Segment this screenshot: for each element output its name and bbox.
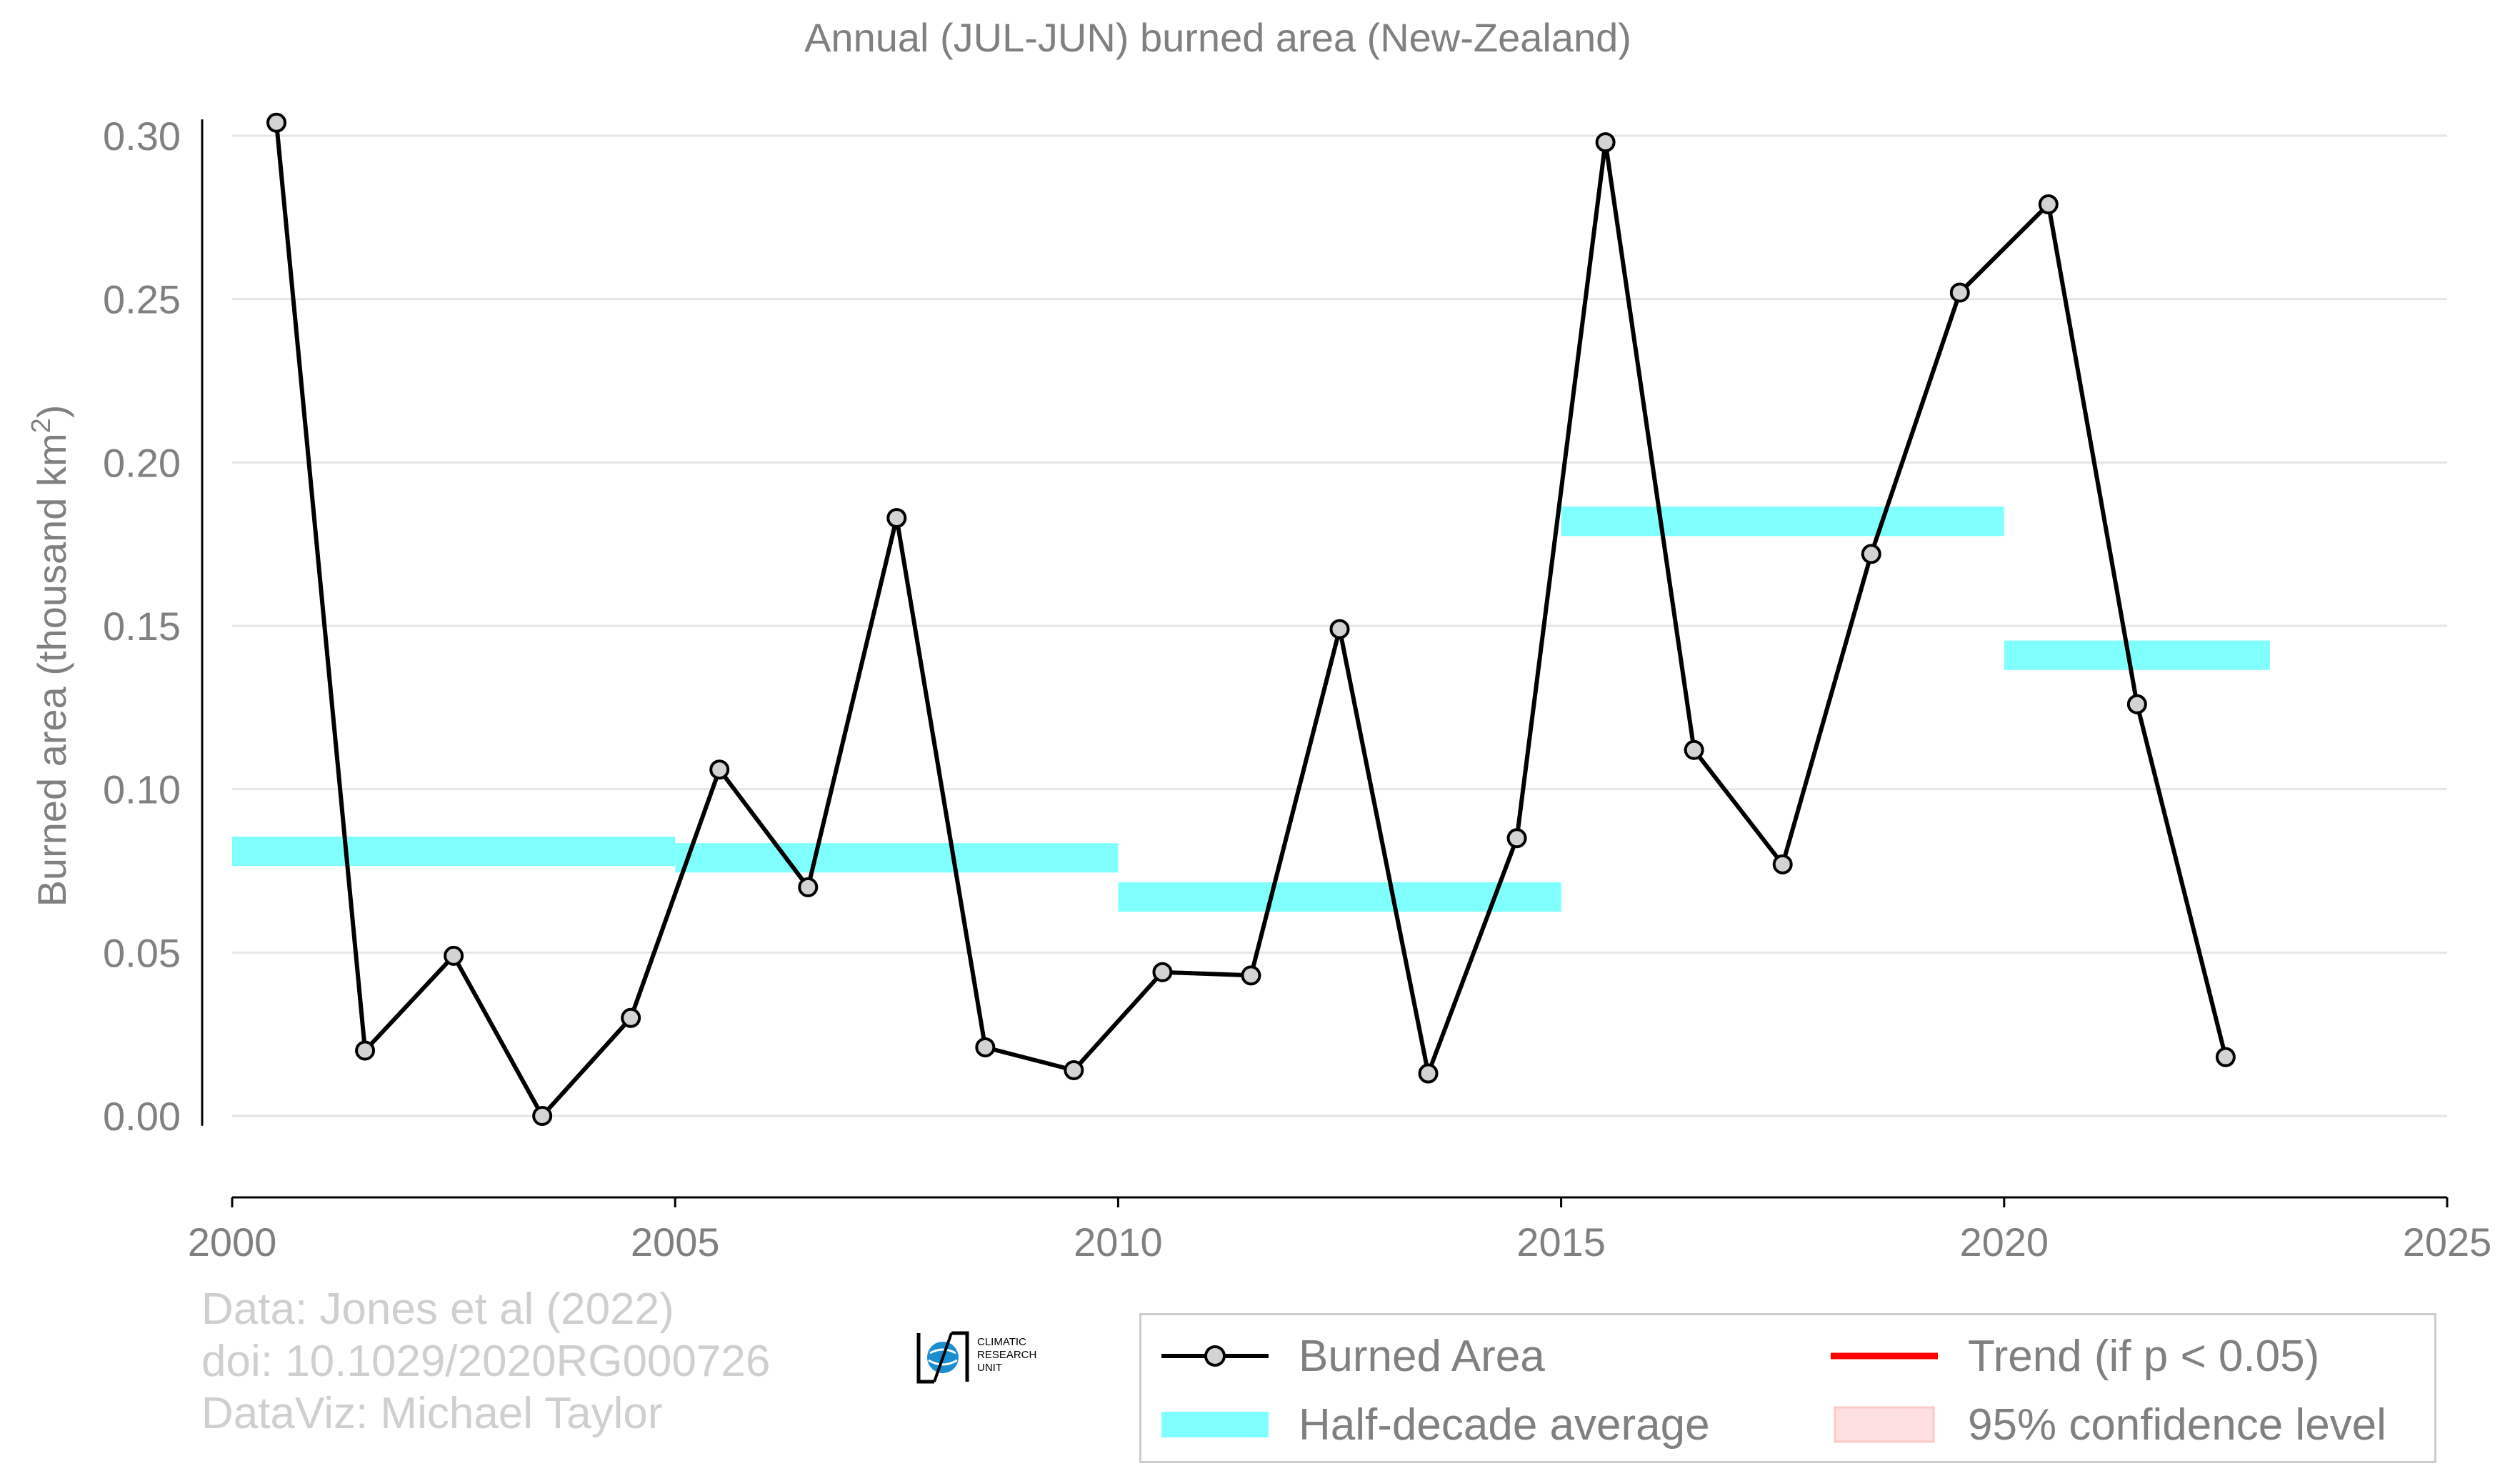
burned-area-point [1506,828,1527,849]
y-tick-label: 0.00 [103,1094,181,1139]
legend-label: Trend (if p < 0.05) [1968,1331,2320,1381]
burned-area-point [2038,194,2059,215]
burned-area-point [1152,962,1173,982]
burned-area-point [532,1106,553,1126]
y-axis-title-superscript: 2 [26,418,56,433]
x-tick-label: 2010 [1074,1220,1163,1265]
y-tick-label: 0.05 [103,930,181,975]
half-decade-average-bar [1118,882,1561,912]
half-decade-average-bar [1561,507,2004,537]
cru-logo: CLIMATIC RESEARCH UNIT [913,1329,1041,1386]
y-tick-label: 0.25 [103,277,181,322]
credit-data-source: Data: Jones et al (2022) [201,1285,674,1334]
credit-dataviz: DataViz: Michael Taylor [201,1389,663,1438]
burned-area-point [1064,1059,1084,1080]
burned-area-point [266,112,287,133]
legend-item-half-decade-average: Half-decade average [1161,1392,1710,1457]
legend-label: 95% confidence level [1968,1400,2386,1450]
chart-title: Annual (JUL-JUN) burned area (New-Zealan… [804,15,1631,60]
burned-area-point [886,508,907,529]
x-tick-label: 2005 [631,1220,720,1265]
legend-item-confidence: 95% confidence level [1831,1392,2386,1457]
x-tick-label: 2015 [1516,1220,1606,1265]
burned-area-point [975,1037,996,1057]
legend-swatch-line-marker [1161,1335,1269,1377]
burned-area-point [444,945,464,966]
burned-area-point [798,877,819,897]
x-tick-label: 2025 [2403,1220,2492,1265]
legend: Burned Area Trend (if p < 0.05) Half-dec… [1139,1313,2436,1463]
half-decade-average-bars [232,507,2270,912]
y-tick-label: 0.20 [103,440,181,485]
logo-line-1: CLIMATIC [977,1336,1026,1348]
burned-area-point [1949,282,1970,303]
burned-area-point [1595,132,1616,153]
credit-doi: doi: 10.1029/2020RG000726 [201,1337,771,1386]
y-tick-label: 0.10 [103,767,181,812]
burned-area-point [1241,965,1261,986]
burned-area-point [1684,739,1704,760]
burned-area-point [2215,1047,2236,1067]
gridlines [232,134,2447,1117]
legend-swatch-band [1161,1403,1269,1446]
burned-area-point [621,1007,641,1028]
legend-item-burned-area: Burned Area [1161,1324,1545,1388]
burned-area-point [1772,854,1793,874]
y-axis-title: Burned area (thousand km2) [26,405,74,907]
y-axis-title-suffix: ) [29,405,74,419]
legend-swatch-confidence-patch [1831,1403,1938,1446]
x-tick-label: 2000 [188,1220,277,1265]
y-tick-label: 0.30 [103,114,181,159]
half-decade-average-bar [2004,640,2270,670]
burned-area-point [2126,694,2147,714]
x-tick-label: 2020 [1960,1220,2049,1265]
burned-area-point [709,759,730,780]
half-decade-average-bar [232,836,676,867]
burned-area-point [355,1040,376,1061]
burned-area-point [1418,1063,1439,1084]
half-decade-average-bar [675,843,1119,873]
burned-area-point [1861,544,1881,564]
legend-label: Half-decade average [1299,1400,1710,1450]
logo-text: CLIMATIC RESEARCH UNIT [977,1336,1036,1375]
logo-line-2: RESEARCH [977,1349,1037,1361]
axes: 0.00 0.05 0.10 0.15 0.20 0.25 0.30 2000 2005 2010… [103,114,2491,1265]
legend-item-trend: Trend (if p < 0.05) [1831,1324,2319,1388]
y-tick-label: 0.15 [103,604,181,649]
y-axis-title-main: Burned area (thousand km [29,433,74,907]
legend-label: Burned Area [1299,1331,1545,1381]
burned-area-point [1329,619,1350,639]
logo-line-3: UNIT [977,1362,1002,1374]
burned-area-points [266,112,2236,1126]
globe-icon [916,1331,969,1384]
legend-swatch-trend-line [1831,1335,1938,1377]
